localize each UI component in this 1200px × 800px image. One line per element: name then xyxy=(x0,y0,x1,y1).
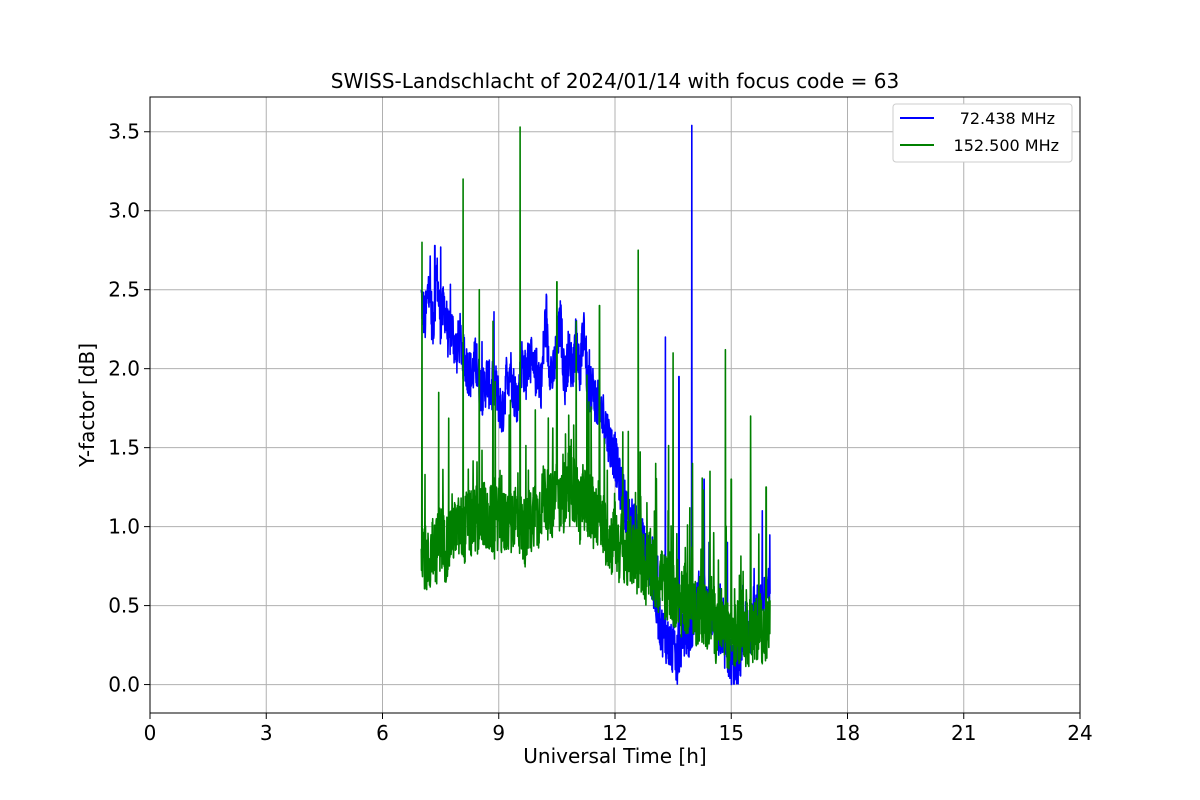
x-tick-label: 9 xyxy=(492,721,505,745)
chart-title: SWISS-Landschlacht of 2024/01/14 with fo… xyxy=(331,69,899,93)
x-tick-label: 18 xyxy=(835,721,860,745)
legend-label-72mhz: 72.438 MHz xyxy=(960,109,1055,128)
y-tick-label: 2.5 xyxy=(108,278,140,302)
x-axis: 0 3 6 9 12 15 18 21 24 xyxy=(144,713,1093,745)
x-tick-label: 3 xyxy=(260,721,273,745)
x-tick-label: 6 xyxy=(376,721,389,745)
x-tick-label: 12 xyxy=(602,721,627,745)
y-axis: 0.0 0.5 1.0 1.5 2.0 2.5 3.0 3.5 xyxy=(108,120,150,697)
y-tick-label: 3.0 xyxy=(108,199,140,223)
legend-label-152mhz: 152.500 MHz xyxy=(954,136,1059,155)
legend-box xyxy=(892,103,1073,163)
y-tick-label: 3.5 xyxy=(108,120,140,144)
y-tick-label: 2.0 xyxy=(108,357,140,381)
series-layer xyxy=(420,124,771,686)
x-axis-label: Universal Time [h] xyxy=(523,744,706,768)
y-tick-label: 0.0 xyxy=(108,673,140,697)
x-tick-label: 21 xyxy=(951,721,976,745)
y-tick-label: 0.5 xyxy=(108,594,140,618)
series-line-1 xyxy=(420,126,771,670)
y-axis-label: Y-factor [dB] xyxy=(75,343,99,468)
legend: 72.438 MHz 152.500 MHz xyxy=(892,103,1073,163)
y-tick-label: 1.0 xyxy=(108,515,140,539)
y-tick-label: 1.5 xyxy=(108,436,140,460)
x-tick-label: 0 xyxy=(144,721,157,745)
x-tick-label: 24 xyxy=(1067,721,1092,745)
x-tick-label: 15 xyxy=(719,721,744,745)
